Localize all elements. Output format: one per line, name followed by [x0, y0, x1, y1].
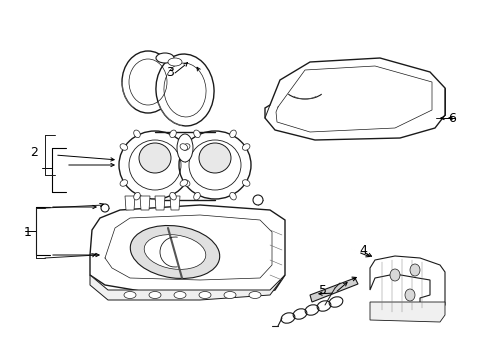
Polygon shape [309, 278, 357, 302]
Polygon shape [170, 196, 180, 210]
Ellipse shape [180, 144, 187, 150]
Text: 3: 3 [166, 67, 174, 80]
Ellipse shape [404, 289, 414, 301]
Ellipse shape [139, 143, 171, 173]
Polygon shape [90, 205, 285, 296]
Ellipse shape [133, 130, 140, 138]
Ellipse shape [174, 292, 185, 298]
Polygon shape [155, 132, 215, 200]
Ellipse shape [119, 131, 191, 199]
Ellipse shape [182, 180, 189, 186]
Ellipse shape [409, 264, 419, 276]
Ellipse shape [144, 235, 205, 269]
Ellipse shape [252, 195, 263, 205]
Ellipse shape [242, 144, 249, 150]
Text: 1: 1 [24, 226, 32, 239]
Ellipse shape [229, 130, 236, 138]
Ellipse shape [120, 144, 127, 150]
Ellipse shape [193, 192, 200, 200]
Ellipse shape [130, 225, 219, 279]
Ellipse shape [248, 292, 261, 298]
Text: 5: 5 [318, 284, 326, 297]
Ellipse shape [229, 192, 236, 200]
Text: 2: 2 [30, 147, 38, 159]
Polygon shape [90, 275, 285, 300]
Ellipse shape [124, 292, 136, 298]
Polygon shape [140, 196, 150, 210]
Ellipse shape [199, 143, 230, 173]
Text: 6: 6 [447, 112, 455, 126]
Ellipse shape [224, 292, 236, 298]
Ellipse shape [199, 292, 210, 298]
Ellipse shape [101, 204, 109, 212]
Ellipse shape [193, 130, 200, 138]
Polygon shape [369, 302, 444, 322]
Polygon shape [264, 58, 444, 140]
Ellipse shape [242, 180, 249, 186]
Text: 4: 4 [358, 243, 366, 256]
Ellipse shape [389, 269, 399, 281]
Polygon shape [125, 196, 135, 210]
Ellipse shape [156, 53, 174, 63]
Ellipse shape [169, 130, 176, 138]
Ellipse shape [179, 131, 250, 199]
Ellipse shape [177, 134, 193, 162]
Ellipse shape [149, 292, 161, 298]
Ellipse shape [122, 51, 174, 113]
Polygon shape [369, 256, 444, 315]
Ellipse shape [156, 54, 214, 126]
Ellipse shape [133, 192, 140, 200]
Ellipse shape [182, 144, 189, 150]
Ellipse shape [168, 58, 182, 66]
Polygon shape [155, 196, 164, 210]
Ellipse shape [180, 180, 187, 186]
Ellipse shape [120, 180, 127, 186]
Ellipse shape [169, 192, 176, 200]
